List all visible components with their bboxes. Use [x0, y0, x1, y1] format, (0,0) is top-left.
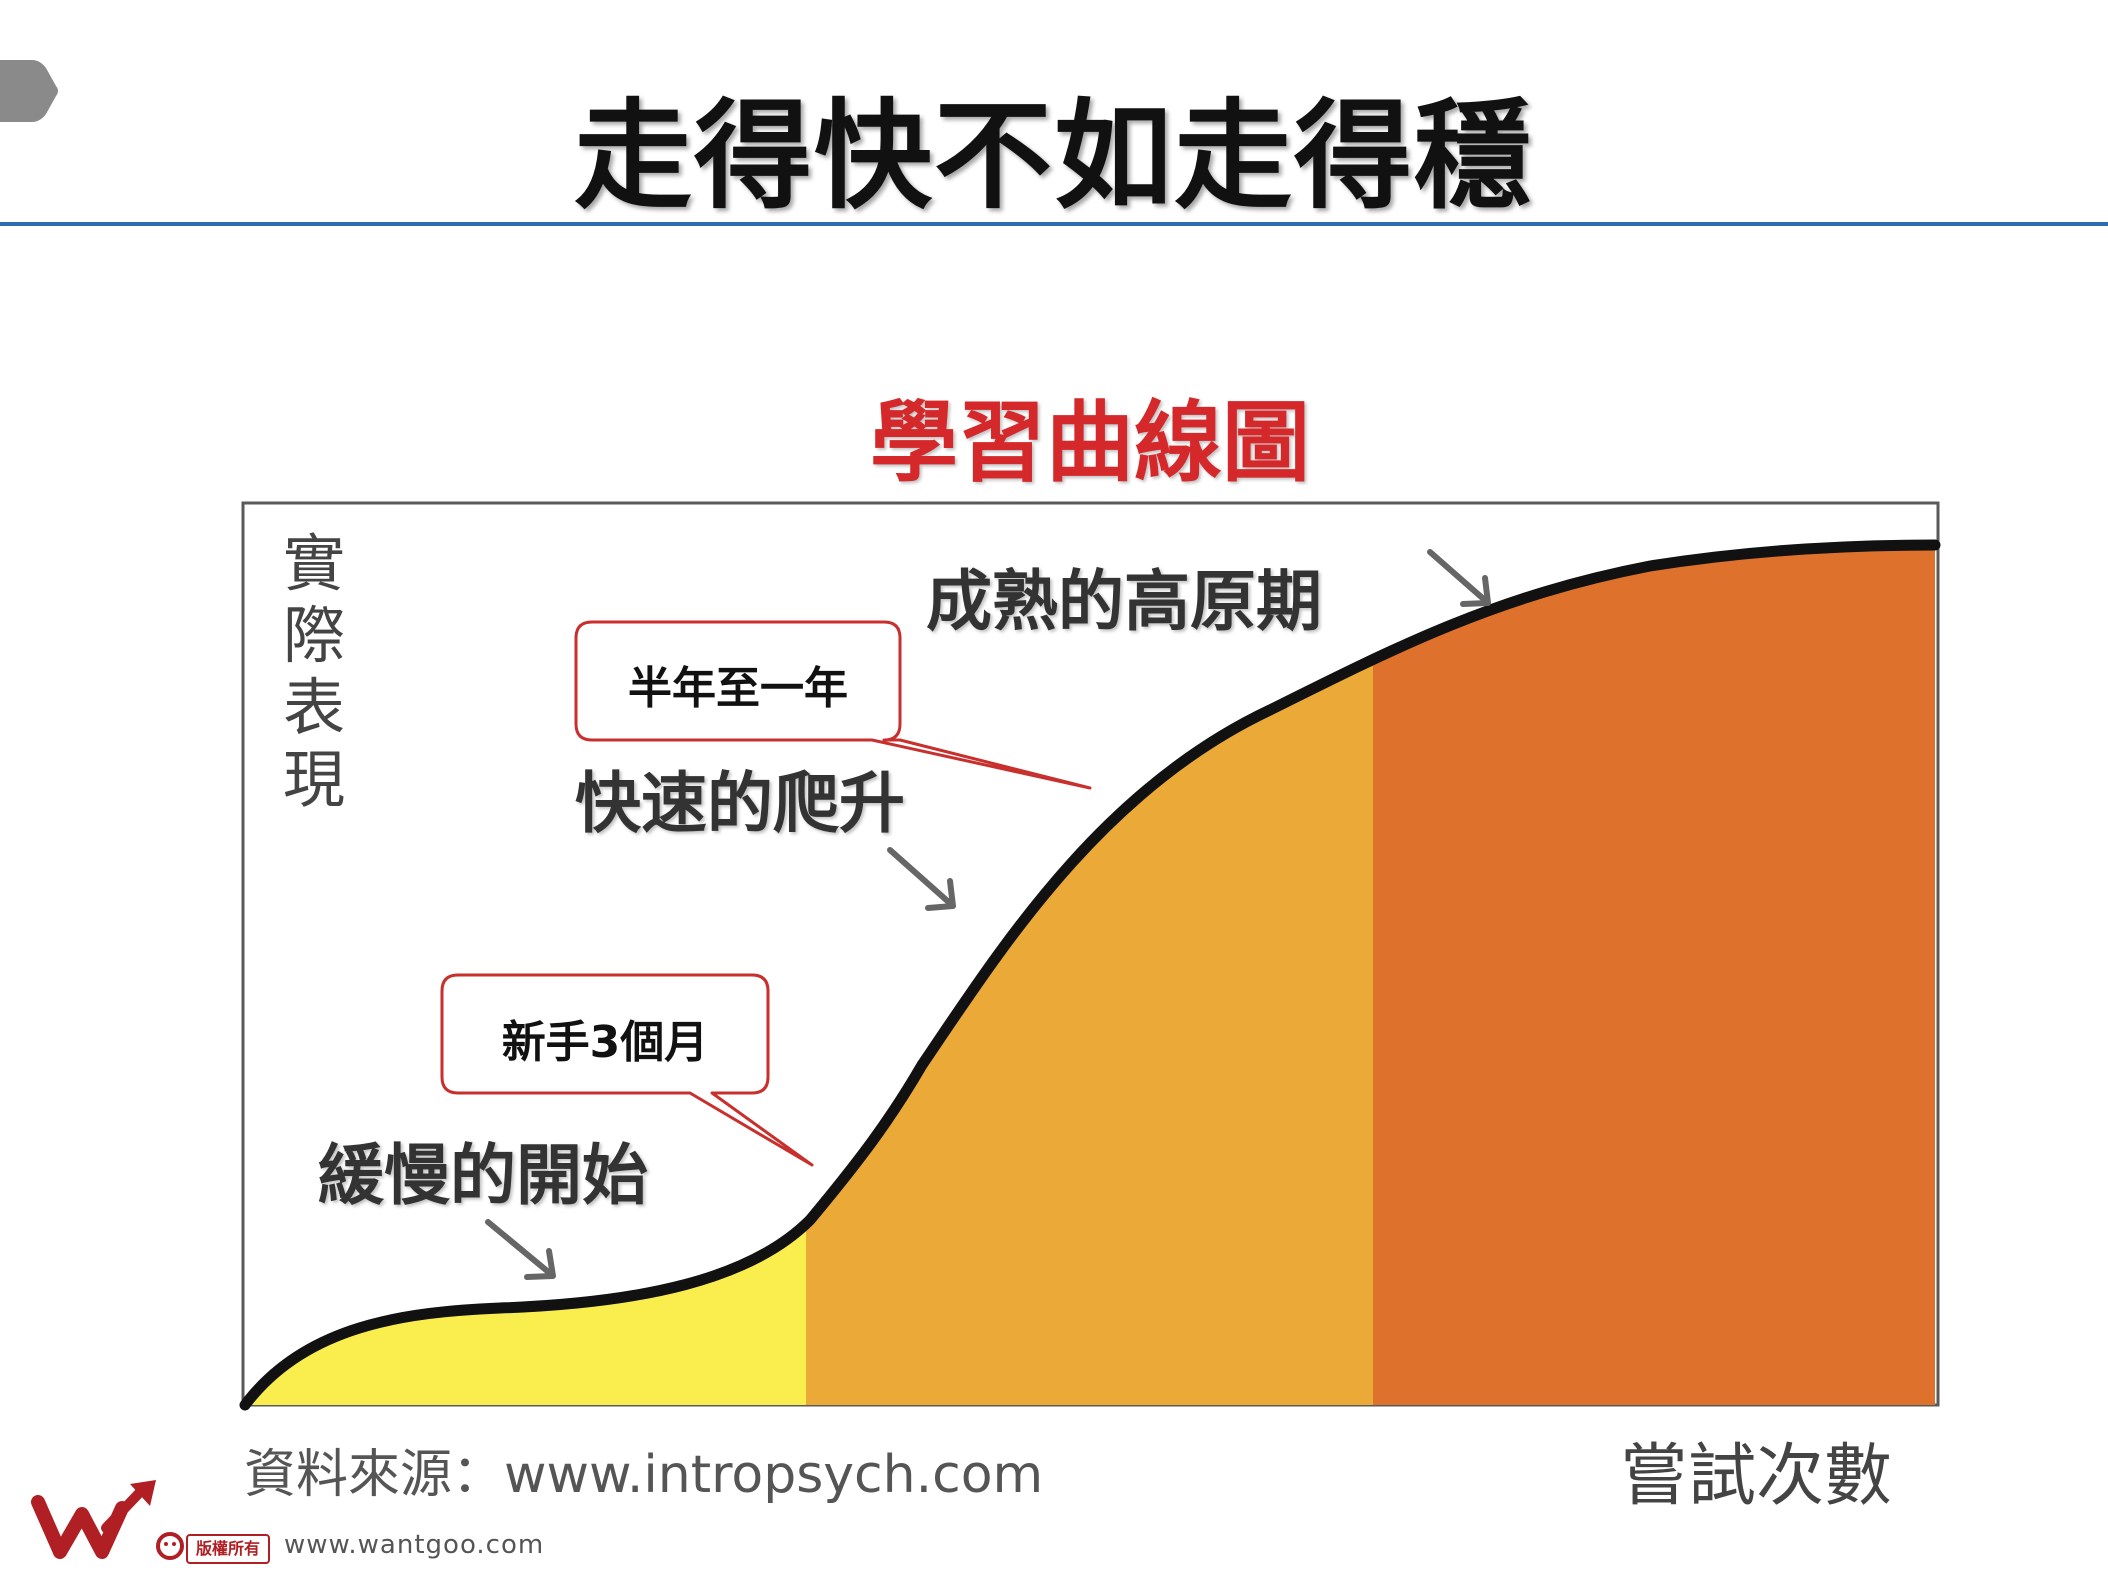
diagram-title: 學習曲線圖: [869, 391, 1310, 494]
y-axis-label: 實際表現: [282, 527, 345, 816]
nav-arrow-icon[interactable]: [0, 56, 60, 126]
title-divider: [0, 222, 2108, 226]
stage-label-rapid-climb: 快速的爬升: [575, 765, 905, 842]
x-axis-label: 嘗試次數: [1620, 1437, 1893, 1516]
brand-url[interactable]: www.wantgoo.com: [284, 1530, 545, 1560]
callout-bubble-3-months: [440, 973, 814, 1167]
copyright-badge: 版權所有: [186, 1534, 271, 1564]
wantgoo-logo-icon: [31, 1480, 184, 1560]
callout-bubble-half-year: [574, 620, 1092, 790]
stage-plateau-fill: [1373, 545, 1935, 1405]
learning-curve-line: [239, 539, 1941, 1411]
slide-title: 走得快不如走得穩: [573, 87, 1534, 225]
arrow-rapid-climb-icon: [887, 847, 956, 911]
arrow-slow-start-icon: [485, 1219, 556, 1280]
callout-text-half-year: 半年至一年: [628, 663, 848, 714]
stage-label-slow-start: 緩慢的開始: [318, 1137, 648, 1214]
arrow-plateau-icon: [1427, 549, 1491, 607]
callout-text-3-months: 新手3個月: [501, 1017, 709, 1068]
source-citation: 資料來源：www.intropsych.com: [244, 1445, 1044, 1505]
stage-label-plateau: 成熟的高原期: [926, 563, 1322, 640]
